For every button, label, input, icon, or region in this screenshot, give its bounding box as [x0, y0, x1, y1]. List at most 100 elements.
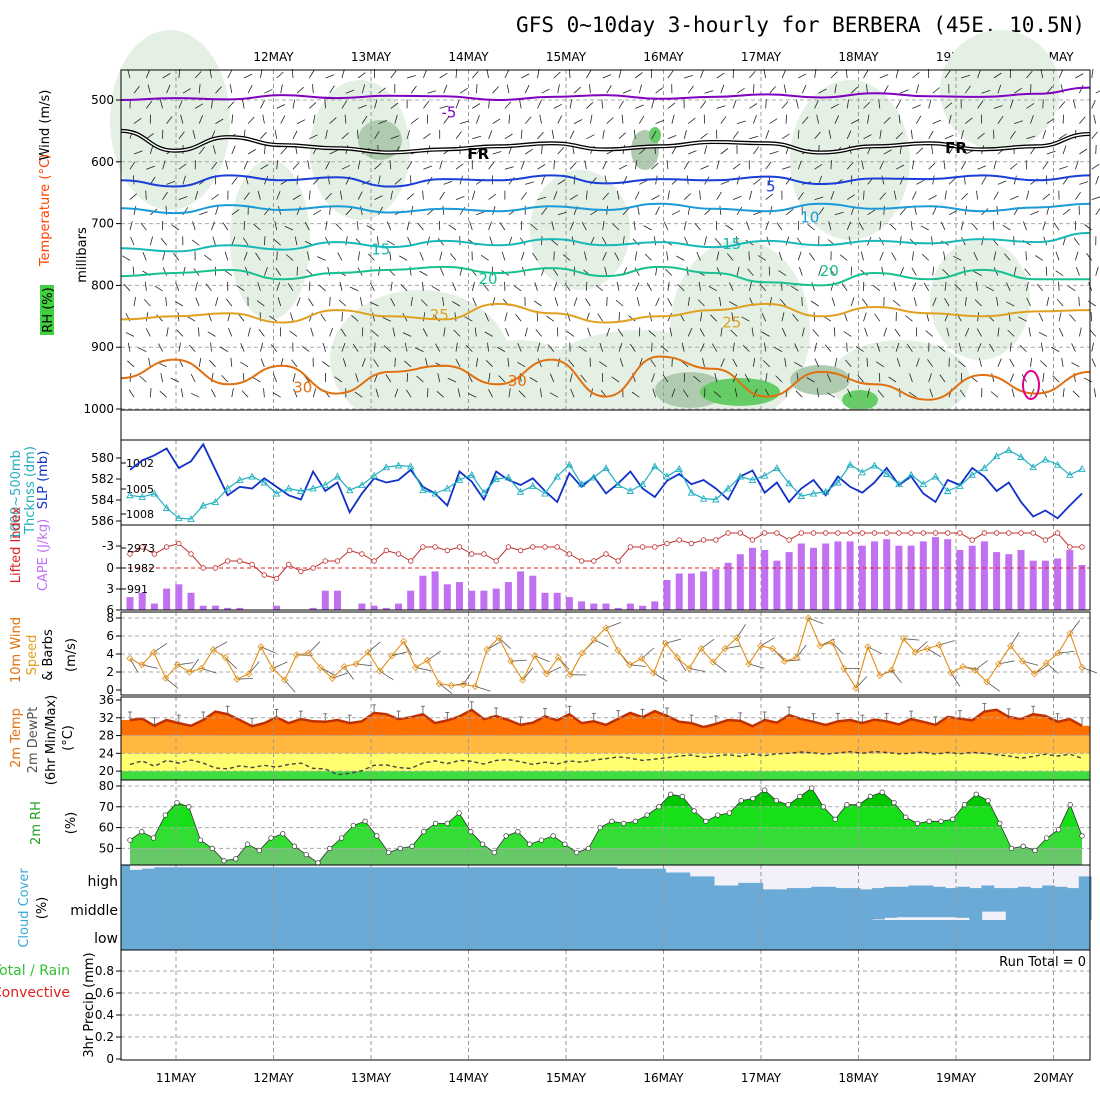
- cloud-mid-bar: [713, 892, 727, 920]
- thickness-point: [223, 484, 232, 492]
- wind-barb: [779, 298, 787, 307]
- wind-barb: [1041, 342, 1044, 352]
- wind-barb-10m: [653, 672, 668, 682]
- wind-barb: [1069, 314, 1076, 322]
- wind-barb: [292, 373, 296, 383]
- cloud-mid-bar: [786, 892, 800, 920]
- wind-barb: [1026, 70, 1033, 79]
- wind-barb: [504, 166, 514, 170]
- wind-barb: [260, 131, 267, 140]
- cloud-high-bar: [774, 889, 788, 892]
- wind-barb: [127, 342, 131, 352]
- wind-barb: [846, 342, 848, 352]
- thickness-point: [980, 464, 989, 471]
- wind-barb: [1013, 266, 1017, 276]
- cloud-high-bar: [239, 867, 253, 892]
- wind-barb: [541, 236, 543, 246]
- cape-bar: [1041, 560, 1049, 610]
- wind-barb: [562, 254, 571, 261]
- wind-barb: [1090, 312, 1093, 322]
- wind-barb: [190, 392, 200, 398]
- wind-barb: [504, 133, 513, 140]
- wind-barb: [1030, 84, 1032, 94]
- wind-speed-point: [209, 645, 217, 654]
- wind-barb-10m: [831, 642, 844, 655]
- wind-barb: [818, 88, 827, 94]
- wind-barb: [455, 131, 462, 140]
- wind-barb: [524, 327, 528, 337]
- y-label-rh-units: (%): [64, 812, 79, 835]
- cloud-high-bar: [908, 885, 922, 892]
- wind-barb: [893, 282, 897, 291]
- thickness-point: [467, 470, 476, 478]
- wind-barb: [423, 69, 427, 79]
- wind-barb: [843, 331, 852, 337]
- wind-barb: [801, 84, 807, 94]
- wind-barb: [595, 284, 603, 292]
- wind-barb: [638, 84, 642, 94]
- wind-barb: [260, 100, 265, 109]
- wind-speed-point: [816, 642, 824, 650]
- wind-barb: [132, 266, 135, 276]
- wind-barb: [378, 175, 381, 185]
- cloud-mid-bar: [701, 892, 715, 920]
- wind-barb: [946, 327, 950, 337]
- wind-barb: [652, 388, 656, 398]
- wind-barb: [1018, 316, 1027, 322]
- wind-barb: [634, 191, 640, 200]
- wind-barb: [505, 327, 510, 337]
- wind-barb: [243, 160, 248, 170]
- wind-barb: [977, 69, 981, 79]
- wind-barb: [537, 196, 547, 200]
- cloud-high-bar: [470, 867, 484, 892]
- wind-barb: [378, 120, 388, 124]
- wind-barb: [1014, 120, 1023, 124]
- li-point: [261, 572, 267, 578]
- wind-barb: [352, 343, 359, 352]
- y-label-wind: Wind (m/s): [38, 90, 53, 161]
- wind-barb: [925, 330, 933, 337]
- wind-barb: [704, 388, 706, 398]
- wind-barb: [215, 118, 224, 124]
- cape-bar: [407, 590, 415, 610]
- wind-barb: [732, 99, 737, 109]
- slp-tick-label: 1008: [126, 508, 154, 521]
- cape-bar: [150, 603, 158, 610]
- cape-bar: [785, 552, 793, 610]
- wind-barb: [704, 236, 707, 246]
- wind-speed-point: [483, 645, 491, 654]
- rh-point: [750, 795, 756, 802]
- wind-barb-10m: [462, 671, 473, 685]
- isotherm-line: [120, 174, 1091, 188]
- thickness-point: [1053, 460, 1062, 468]
- rh-point: [597, 824, 603, 831]
- date-label-bottom: 19MAY: [936, 1071, 977, 1085]
- wind-speed-point: [126, 654, 134, 663]
- wind-barb: [256, 300, 265, 307]
- wind-barb: [602, 160, 607, 170]
- cape-bar: [675, 573, 683, 610]
- wind-barb: [964, 85, 971, 94]
- wind-barb: [1026, 190, 1030, 200]
- wind-barb: [638, 115, 645, 124]
- wind-barb: [618, 132, 626, 140]
- cloud-high-bar: [543, 867, 557, 892]
- wind-barb: [1093, 114, 1097, 124]
- wind-barb: [180, 388, 184, 398]
- wind-barb: [407, 236, 412, 246]
- wind-barb: [439, 105, 449, 109]
- date-label-top: 14MAY: [448, 50, 489, 64]
- wind-barb: [748, 251, 750, 261]
- wind-barb: [781, 69, 787, 79]
- wind-barb: [290, 312, 294, 322]
- cloud-high-bar: [300, 867, 314, 892]
- wind-barb: [442, 297, 445, 307]
- wind-barb: [1058, 133, 1067, 140]
- wind-barb: [253, 223, 261, 231]
- wind-barb: [944, 102, 953, 109]
- wind-barb: [1030, 114, 1034, 124]
- wind-barb: [211, 193, 220, 200]
- rh-point: [409, 843, 415, 849]
- date-label-bottom: 18MAY: [838, 1071, 879, 1085]
